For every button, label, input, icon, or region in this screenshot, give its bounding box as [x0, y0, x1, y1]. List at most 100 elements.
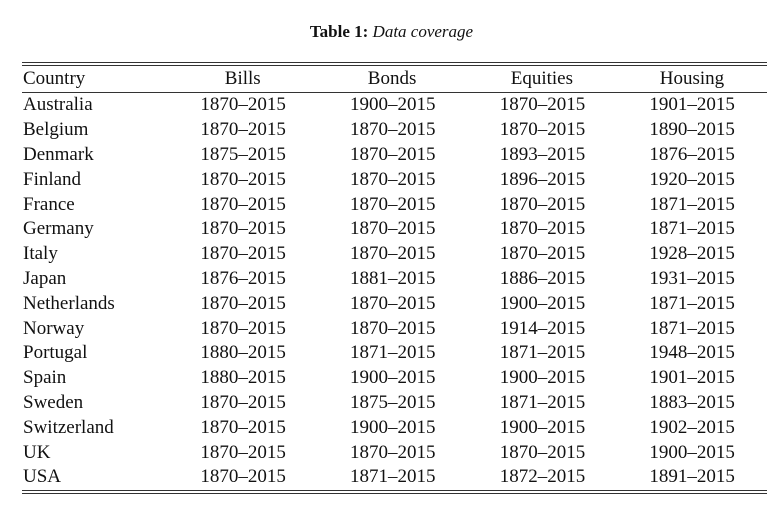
cell-equities: 1870–2015: [499, 94, 586, 116]
cell-country: Netherlands: [23, 292, 115, 314]
cell-bills: 1875–2015: [200, 143, 286, 165]
cell-country: USA: [23, 466, 62, 488]
cell-housing: 1883–2015: [649, 391, 735, 413]
table-row: Netherlands 1870–2015 1870–2015 1900–2015 18…: [22, 291, 767, 316]
cell-bills: 1870–2015: [200, 168, 286, 190]
cell-equities: 1871–2015: [499, 342, 586, 364]
cell-housing: 1948–2015: [649, 342, 735, 364]
cell-equities: 1870–2015: [499, 193, 586, 215]
cell-housing: 1890–2015: [649, 119, 735, 141]
table-row: Belgium 1870–2015 1870–2015 1870–2015 1890–2…: [22, 118, 767, 143]
cell-bills: 1870–2015: [200, 94, 286, 116]
cell-equities: 1900–2015: [499, 367, 586, 389]
cell-bills: 1870–2015: [200, 466, 286, 488]
header-rule: [22, 92, 767, 93]
cell-housing: 1871–2015: [649, 292, 735, 314]
cell-housing: 1871–2015: [649, 317, 735, 339]
table-row: Italy 1870–2015 1870–2015 1870–2015 1928–201…: [22, 242, 767, 267]
header-housing: Housing: [659, 68, 725, 89]
caption-text: Data coverage: [372, 22, 474, 41]
cell-bills: 1870–2015: [200, 119, 286, 141]
cell-country: Belgium: [23, 119, 89, 141]
table-row: Norway 1870–2015 1870–2015 1914–2015 1871–20…: [22, 316, 767, 341]
cell-equities: 1886–2015: [499, 267, 586, 289]
cell-bonds: 1875–2015: [350, 391, 436, 413]
cell-bonds: 1881–2015: [350, 267, 436, 289]
cell-equities: 1914–2015: [499, 317, 586, 339]
cell-equities: 1870–2015: [499, 243, 586, 265]
cell-bonds: 1870–2015: [350, 292, 436, 314]
table-row: Portugal 1880–2015 1871–2015 1871–2015 1948–…: [22, 341, 767, 366]
cell-housing: 1876–2015: [649, 143, 735, 165]
table-caption: Table 1: Data coverage: [0, 22, 783, 42]
cell-equities: 1900–2015: [499, 292, 586, 314]
cell-equities: 1870–2015: [499, 218, 586, 240]
cell-bonds: 1900–2015: [350, 94, 436, 116]
table-row: Australia 1870–2015 1900–2015 1870–2015 1901…: [22, 93, 767, 118]
table-row: France 1870–2015 1870–2015 1870–2015 1871–20…: [22, 192, 767, 217]
cell-housing: 1871–2015: [649, 218, 735, 240]
cell-country: Germany: [23, 218, 94, 240]
cell-equities: 1870–2015: [499, 119, 586, 141]
table-row: Finland 1870–2015 1870–2015 1896–2015 1920–2…: [22, 167, 767, 192]
cell-country: Spain: [23, 367, 67, 389]
header-bills: Bills: [224, 68, 261, 89]
table-row: Germany 1870–2015 1870–2015 1870–2015 1871–2…: [22, 217, 767, 242]
table-row: UK 1870–2015 1870–2015 1870–2015 1900–2015: [22, 440, 767, 465]
cell-housing: 1920–2015: [649, 168, 735, 190]
cell-housing: 1928–2015: [649, 243, 735, 265]
cell-housing: 1891–2015: [649, 466, 735, 488]
cell-country: Portugal: [23, 342, 88, 364]
cell-bills: 1870–2015: [200, 193, 286, 215]
header-equities: Equities: [510, 68, 574, 89]
cell-housing: 1900–2015: [649, 441, 735, 463]
cell-bills: 1870–2015: [200, 243, 286, 265]
cell-country: Denmark: [23, 143, 94, 165]
cell-country: Norway: [23, 317, 85, 339]
cell-housing: 1931–2015: [649, 267, 735, 289]
cell-bills: 1876–2015: [200, 267, 286, 289]
cell-bonds: 1870–2015: [350, 119, 436, 141]
cell-bonds: 1871–2015: [350, 466, 436, 488]
cell-equities: 1871–2015: [499, 391, 586, 413]
bottom-rule: [22, 489, 767, 494]
cell-bonds: 1870–2015: [350, 218, 436, 240]
cell-bills: 1870–2015: [200, 218, 286, 240]
cell-bonds: 1870–2015: [350, 143, 436, 165]
cell-country: UK: [23, 441, 51, 463]
cell-bills: 1870–2015: [200, 292, 286, 314]
top-rule: [22, 62, 767, 66]
cell-equities: 1900–2015: [499, 416, 586, 438]
table-row: USA 1870–2015 1871–2015 1872–2015 1891–2015: [22, 465, 767, 490]
cell-housing: 1871–2015: [649, 193, 735, 215]
cell-equities: 1872–2015: [499, 466, 586, 488]
caption-label: Table 1:: [309, 22, 369, 41]
table-row: Switzerland 1870–2015 1900–2015 1900–2015 19…: [22, 415, 767, 440]
cell-bonds: 1900–2015: [350, 367, 436, 389]
cell-equities: 1896–2015: [499, 168, 586, 190]
cell-bills: 1870–2015: [200, 391, 286, 413]
cell-equities: 1870–2015: [499, 441, 586, 463]
cell-bonds: 1870–2015: [350, 168, 436, 190]
cell-bills: 1870–2015: [200, 441, 286, 463]
data-coverage-table-body: Australia 1870–2015 1900–2015 1870–2015 1901…: [22, 93, 767, 490]
cell-bonds: 1870–2015: [350, 243, 436, 265]
cell-bills: 1880–2015: [200, 342, 286, 364]
cell-bonds: 1870–2015: [350, 193, 436, 215]
cell-bills: 1870–2015: [200, 317, 286, 339]
cell-country: Finland: [23, 168, 82, 190]
cell-bonds: 1870–2015: [350, 317, 436, 339]
cell-country: Italy: [23, 243, 58, 265]
cell-bonds: 1871–2015: [350, 342, 436, 364]
data-coverage-table-container: Country Bills Bonds Equities Housing Aus…: [22, 62, 767, 494]
cell-bonds: 1900–2015: [350, 416, 436, 438]
table-row: Denmark 1875–2015 1870–2015 1893–2015 1876–2…: [22, 143, 767, 168]
cell-bills: 1870–2015: [200, 416, 286, 438]
cell-equities: 1893–2015: [499, 143, 586, 165]
cell-housing: 1901–2015: [649, 367, 735, 389]
cell-country: Japan: [23, 267, 67, 289]
table-body: Australia 1870–2015 1900–2015 1870–2015 1901…: [22, 93, 767, 490]
cell-country: Switzerland: [23, 416, 114, 438]
cell-bills: 1880–2015: [200, 367, 286, 389]
cell-housing: 1902–2015: [649, 416, 735, 438]
